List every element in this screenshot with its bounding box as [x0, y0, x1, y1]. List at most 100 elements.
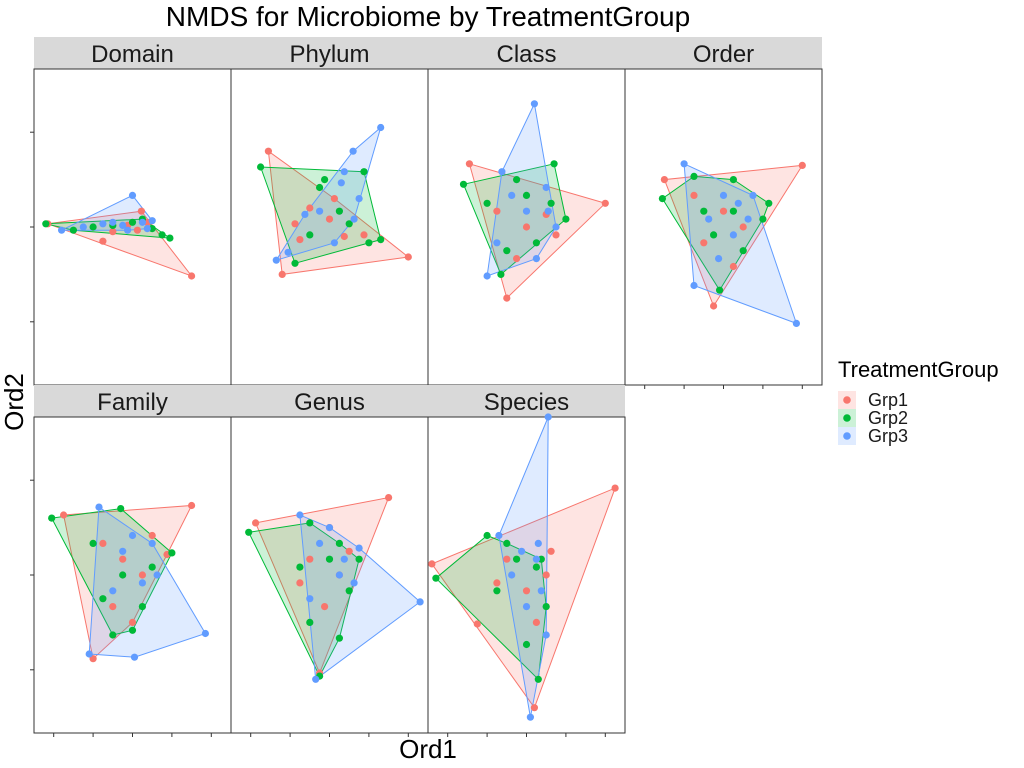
data-point-grp3 [526, 713, 535, 721]
data-point-grp1 [503, 294, 511, 302]
legend-key-dot [843, 414, 851, 422]
data-point-grp2 [89, 223, 97, 231]
data-point-grp3 [330, 239, 338, 247]
legend-key-dot [843, 396, 851, 404]
hull-grp1 [431, 487, 616, 709]
legend-label: Grp2 [868, 408, 908, 428]
data-point-grp2 [503, 539, 511, 548]
data-point-grp3 [350, 579, 358, 587]
data-point-grp2 [138, 603, 146, 611]
data-point-grp1 [700, 239, 708, 247]
data-point-grp3 [95, 503, 103, 511]
panel-border [624, 68, 823, 386]
facet-strip-label: Class [496, 41, 556, 68]
data-point-grp2 [503, 247, 511, 255]
data-point-grp1 [306, 555, 314, 563]
data-point-grp3 [325, 524, 334, 532]
data-point-grp3 [153, 571, 161, 579]
data-point-grp1 [542, 571, 550, 579]
data-point-grp1 [532, 618, 541, 627]
data-point-grp3 [119, 547, 127, 555]
facet-strip [625, 37, 822, 69]
y-axis-title: Ord2 [0, 373, 29, 431]
data-point-grp3 [148, 539, 156, 548]
data-point-grp1 [473, 620, 481, 628]
facet-panel-domain: Domain [30, 37, 232, 386]
data-point-grp3 [124, 226, 132, 234]
data-point-grp2 [158, 231, 166, 239]
data-point-grp2 [335, 539, 343, 548]
data-point-grp2 [168, 549, 176, 557]
data-point-grp3 [201, 629, 209, 638]
data-point-grp2 [306, 231, 314, 239]
data-point-grp1 [99, 237, 107, 245]
data-point-grp2 [534, 675, 542, 683]
data-point-grp3 [119, 221, 127, 229]
data-point-grp2 [483, 199, 491, 207]
data-point-grp3 [734, 199, 742, 207]
data-point-grp3 [552, 223, 560, 231]
data-point-grp2 [306, 618, 314, 627]
data-point-grp3 [58, 226, 66, 234]
data-point-grp3 [340, 555, 348, 563]
data-point-grp2 [700, 207, 708, 215]
data-point-grp2 [128, 218, 137, 226]
data-point-grp2 [117, 505, 125, 513]
data-point-grp1 [547, 547, 555, 555]
data-point-grp3 [79, 223, 87, 231]
data-point-grp3 [349, 147, 357, 155]
data-point-grp1 [321, 603, 329, 611]
data-point-grp2 [89, 539, 97, 548]
data-point-grp1 [465, 160, 473, 168]
data-point-grp2 [522, 191, 531, 199]
data-point-grp2 [716, 286, 724, 294]
data-point-grp3 [508, 191, 516, 199]
data-point-grp1 [119, 555, 127, 563]
chart-title: NMDS for Microbiome by TreatmentGroup [166, 1, 690, 32]
data-point-grp1 [493, 579, 501, 587]
data-point-grp1 [133, 226, 141, 234]
data-point-grp2 [316, 183, 324, 192]
data-point-grp3 [130, 653, 139, 661]
facet-panels: Domain Phylum Class Order Family Genus Species [30, 37, 823, 737]
panel-border [230, 416, 429, 734]
data-point-grp3 [715, 255, 723, 263]
data-point-grp1 [296, 579, 304, 587]
data-point-grp3 [719, 191, 728, 199]
facet-strip [34, 385, 231, 417]
data-point-grp3 [522, 207, 531, 215]
data-point-grp1 [710, 302, 718, 310]
data-point-grp1 [729, 262, 738, 271]
data-point-grp3 [128, 191, 137, 199]
data-point-grp2 [335, 207, 343, 215]
data-point-grp3 [306, 595, 314, 603]
data-point-grp1 [611, 484, 619, 492]
data-point-grp1 [137, 207, 145, 215]
facet-strip-label: Genus [294, 389, 365, 416]
data-point-grp3 [542, 183, 550, 192]
data-point-grp3 [143, 225, 151, 233]
facet-strip [428, 385, 625, 417]
data-point-grp1 [264, 147, 272, 155]
facet-strip-label: Domain [91, 41, 174, 68]
data-point-grp2 [483, 531, 491, 540]
data-point-grp1 [148, 531, 156, 540]
data-point-grp2 [365, 239, 373, 247]
data-point-grp3 [542, 631, 550, 639]
facet-strip [428, 37, 625, 69]
data-point-grp3 [128, 531, 137, 540]
data-point-grp1 [345, 547, 353, 555]
data-point-grp3 [416, 598, 424, 606]
data-point-grp2 [335, 634, 343, 642]
data-point-grp2 [109, 631, 117, 639]
data-point-grp2 [542, 603, 550, 611]
data-point-grp2 [325, 555, 334, 563]
data-point-grp3 [544, 207, 552, 215]
data-point-grp2 [128, 626, 137, 634]
data-point-grp3 [355, 195, 363, 203]
data-point-grp2 [690, 172, 698, 180]
data-point-grp2 [42, 220, 50, 228]
data-point-grp2 [360, 168, 368, 176]
